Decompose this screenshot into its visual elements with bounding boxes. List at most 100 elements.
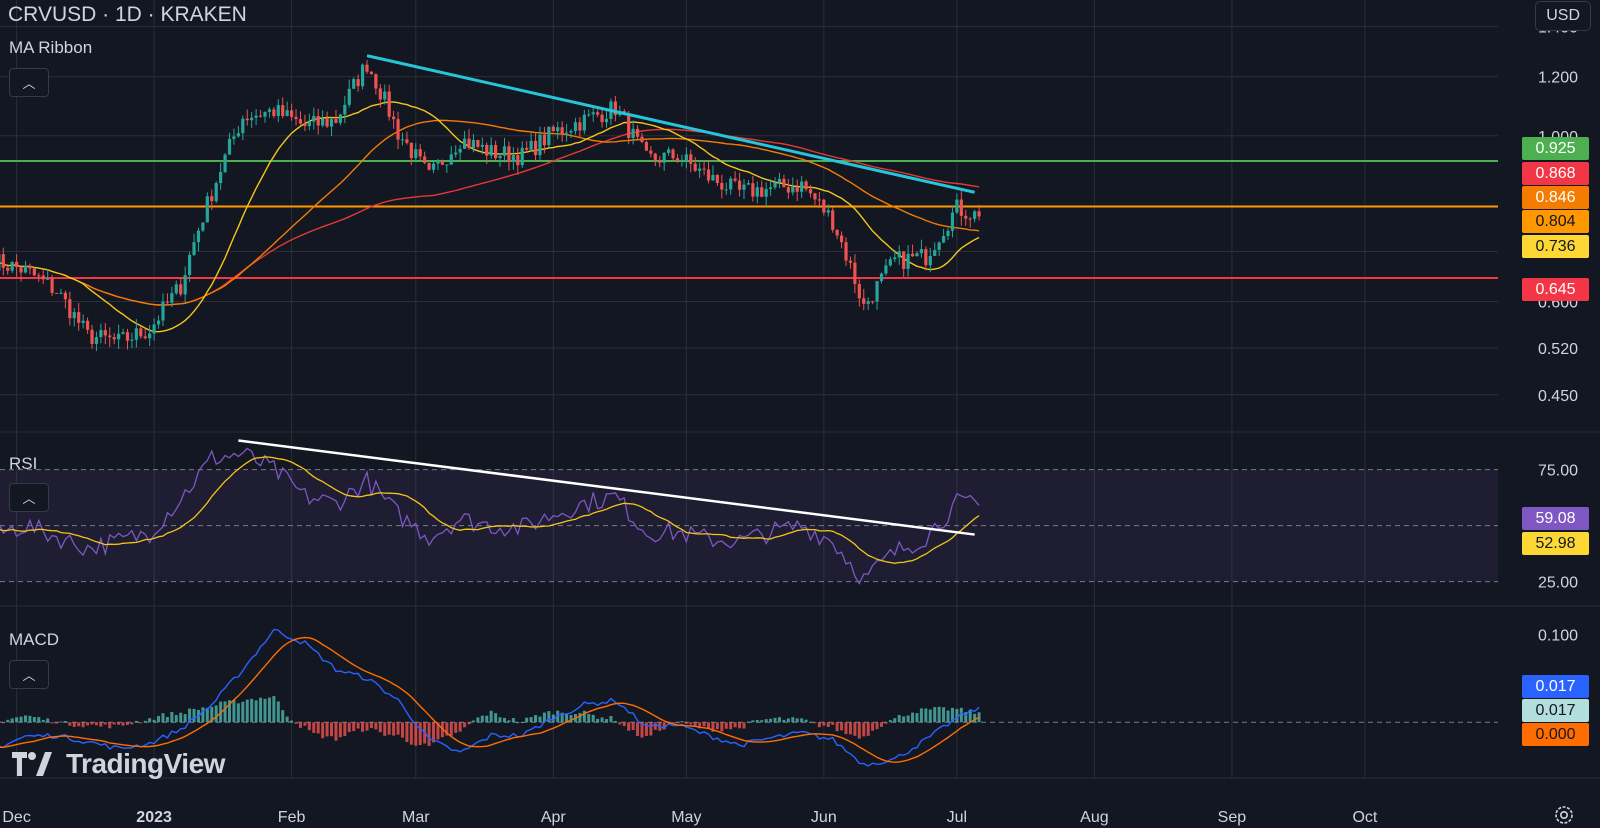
macd-histogram-bar bbox=[609, 716, 613, 723]
candle-body bbox=[431, 163, 436, 170]
collapse-rsi-button[interactable]: ︿ bbox=[9, 483, 49, 512]
macd-histogram-bar bbox=[330, 722, 334, 737]
candle-body bbox=[693, 163, 697, 171]
x-tick-label: Dec bbox=[2, 809, 30, 826]
candle-body bbox=[467, 138, 471, 149]
candle-body bbox=[1, 254, 5, 268]
macd-histogram-bar bbox=[55, 722, 59, 724]
macd-histogram-bar bbox=[817, 722, 821, 728]
candle-body bbox=[223, 154, 227, 172]
candle-body bbox=[906, 253, 910, 269]
macd-label[interactable]: MACD bbox=[9, 630, 60, 649]
macd-histogram-bar bbox=[600, 717, 604, 723]
ma-ribbon-label[interactable]: MA Ribbon bbox=[9, 38, 93, 57]
candle-body bbox=[578, 122, 582, 131]
macd-histogram-bar bbox=[161, 713, 165, 723]
macd-histogram-bar bbox=[831, 722, 835, 725]
macd-histogram-bar bbox=[511, 718, 515, 723]
candle-body bbox=[786, 187, 790, 193]
x-tick-label: Sep bbox=[1218, 809, 1247, 826]
macd-histogram-bar bbox=[409, 722, 413, 745]
macd-tag: 0.017 bbox=[1522, 675, 1589, 698]
macd-histogram-bar bbox=[183, 714, 187, 723]
macd-histogram-bar bbox=[919, 708, 923, 723]
candle-body bbox=[604, 118, 609, 123]
candle-body bbox=[547, 126, 551, 146]
candle-body bbox=[946, 230, 950, 237]
rsi-tag: 52.98 bbox=[1522, 532, 1589, 555]
candle-body bbox=[866, 301, 870, 304]
macd-histogram-bar bbox=[165, 717, 169, 723]
candle-body bbox=[529, 140, 533, 150]
macd-histogram-bar bbox=[298, 722, 302, 728]
macd-histogram-bar bbox=[290, 720, 294, 723]
candle-body bbox=[773, 182, 777, 188]
candle-body bbox=[569, 130, 573, 133]
macd-histogram-bar bbox=[77, 722, 81, 727]
price-tag: 0.645 bbox=[1522, 278, 1589, 301]
candle-body bbox=[423, 156, 427, 163]
candle-body bbox=[485, 144, 489, 156]
candle-body bbox=[977, 211, 981, 217]
candle-body bbox=[329, 119, 334, 127]
candle-body bbox=[533, 140, 538, 156]
macd-histogram-bar bbox=[174, 715, 178, 723]
macd-histogram-bar bbox=[964, 712, 968, 723]
macd-histogram-bar bbox=[50, 722, 54, 724]
candle-body bbox=[316, 115, 320, 126]
candle-body bbox=[374, 74, 378, 89]
collapse-main-button[interactable]: ︿ bbox=[9, 68, 49, 97]
macd-histogram-bar bbox=[928, 709, 932, 723]
macd-histogram-bar bbox=[853, 722, 857, 736]
macd-histogram-bar bbox=[551, 714, 555, 723]
candle-body bbox=[897, 251, 901, 258]
rsi-label[interactable]: RSI bbox=[9, 454, 38, 473]
candle-body bbox=[600, 114, 604, 123]
macd-histogram-bar bbox=[463, 722, 467, 728]
macd-histogram-bar bbox=[884, 722, 888, 724]
candle-body bbox=[236, 133, 240, 137]
candle-body bbox=[405, 139, 409, 143]
macd-histogram-bar bbox=[826, 722, 830, 728]
candle-body bbox=[698, 168, 702, 171]
candle-body bbox=[516, 155, 520, 166]
candle-body bbox=[449, 154, 453, 165]
macd-histogram-bar bbox=[627, 722, 631, 731]
macd-histogram-bar bbox=[950, 707, 954, 723]
macd-histogram-bar bbox=[205, 707, 209, 723]
macd-histogram-bar bbox=[547, 711, 551, 723]
macd-histogram-bar bbox=[707, 722, 711, 729]
candle-body bbox=[409, 142, 413, 159]
macd-histogram-bar bbox=[755, 720, 759, 723]
candle-body bbox=[41, 275, 45, 280]
candle-body bbox=[520, 147, 524, 166]
macd-histogram-bar bbox=[582, 710, 586, 723]
macd-histogram-bar bbox=[911, 712, 915, 723]
macd-histogram-bar bbox=[498, 717, 502, 723]
candle-body bbox=[454, 152, 458, 155]
collapse-macd-button[interactable]: ︿ bbox=[9, 660, 49, 689]
macd-histogram-bar bbox=[804, 719, 808, 723]
candle-body bbox=[769, 187, 773, 190]
y-tick-label: 0.450 bbox=[1538, 388, 1578, 405]
macd-histogram-bar bbox=[125, 722, 129, 725]
currency-selector[interactable]: USD bbox=[1535, 1, 1591, 31]
candle-body bbox=[968, 218, 972, 220]
macd-histogram-bar bbox=[214, 705, 218, 723]
price-tag: 0.804 bbox=[1522, 210, 1589, 233]
settings-gear-icon[interactable] bbox=[1552, 803, 1576, 827]
candle-body bbox=[711, 174, 715, 181]
tradingview-logo[interactable]: TradingView bbox=[12, 748, 225, 780]
candle-body bbox=[751, 183, 755, 197]
candle-body bbox=[564, 132, 569, 134]
macd-histogram-bar bbox=[307, 722, 311, 731]
macd-y-tick-label: 0.100 bbox=[1538, 627, 1578, 644]
macd-histogram-bar bbox=[516, 722, 520, 724]
macd-histogram-bar bbox=[99, 722, 103, 727]
macd-histogram-bar bbox=[90, 722, 94, 725]
candle-body bbox=[884, 265, 888, 274]
candle-body bbox=[254, 115, 258, 118]
macd-histogram-bar bbox=[591, 714, 595, 723]
candle-body bbox=[724, 189, 728, 191]
